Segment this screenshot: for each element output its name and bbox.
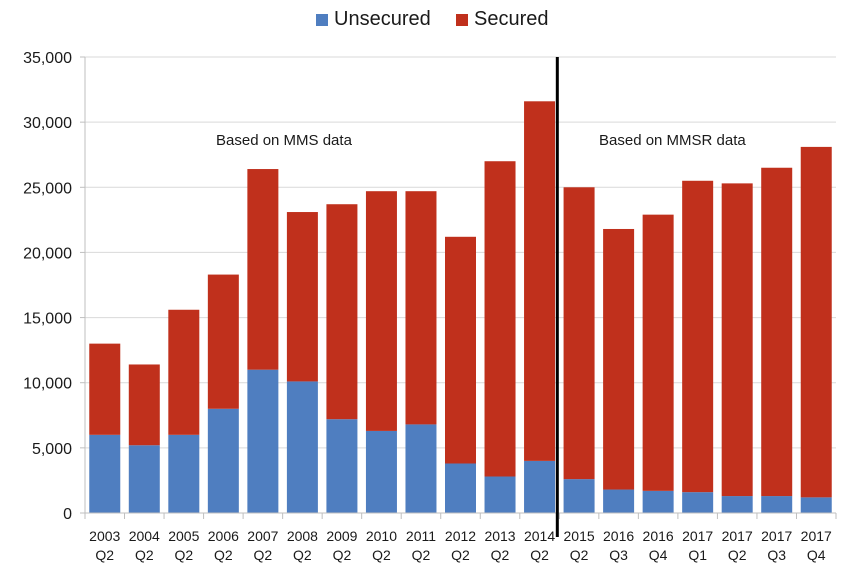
x-tick-label-year: 2016 [603, 528, 634, 544]
x-tick-label-quarter: Q2 [95, 547, 114, 563]
bar-segment-secured [721, 183, 753, 497]
bar-segment-unsecured [800, 497, 832, 513]
y-tick-label: 25,000 [23, 180, 72, 197]
x-tick-label-year: 2016 [643, 528, 674, 544]
bar-segment-secured [405, 191, 437, 425]
x-tick-label-year: 2011 [406, 528, 436, 544]
bar-segment-unsecured [761, 496, 793, 513]
bar-segment-secured [445, 236, 476, 464]
x-tick-label-year: 2006 [208, 528, 239, 544]
bars [89, 101, 832, 513]
bar-segment-unsecured [721, 496, 753, 513]
bar-segment-unsecured [89, 434, 121, 513]
bar-segment-secured [682, 180, 714, 493]
bar-segment-unsecured [286, 381, 318, 513]
bar-segment-secured [168, 309, 200, 435]
bar-segment-unsecured [445, 463, 476, 513]
x-tick-label-year: 2017 [682, 528, 713, 544]
bar-segment-unsecured [484, 476, 516, 513]
y-tick-label: 10,000 [23, 376, 72, 393]
x-tick-label-year: 2012 [445, 528, 476, 544]
bar-segment-secured [286, 212, 318, 382]
x-tick-label-year: 2007 [247, 528, 278, 544]
legend-item-secured: Secured [456, 8, 549, 31]
bar-segment-secured [563, 187, 595, 480]
bar-segment-secured [128, 364, 160, 446]
x-tick-label-year: 2017 [722, 528, 753, 544]
legend-item-unsecured: Unsecured [316, 8, 431, 31]
x-tick-label-quarter: Q2 [214, 547, 233, 563]
bar-segment-unsecured [603, 489, 635, 513]
x-tick-label-quarter: Q2 [728, 547, 747, 563]
bar-segment-unsecured [365, 430, 397, 513]
annotation-mms: Based on MMS data [216, 132, 353, 149]
x-tick-label-year: 2015 [564, 528, 595, 544]
x-tick-label-quarter: Q2 [451, 547, 470, 563]
y-tick-label: 20,000 [23, 245, 72, 262]
bar-segment-unsecured [405, 424, 437, 513]
x-tick-label-year: 2017 [761, 528, 792, 544]
y-tick-label: 0 [63, 506, 72, 523]
bar-segment-unsecured [168, 434, 200, 513]
x-tick-label-quarter: Q4 [649, 547, 668, 563]
x-tick-labels: 2003 Q2 2004 Q2 2005 Q2 2006 Q2 2007 Q2 2008 Q2 2009… [89, 528, 832, 563]
x-tick-label-quarter: Q2 [570, 547, 589, 563]
bar-segment-secured [603, 228, 635, 490]
y-tick-label: 5,000 [32, 441, 72, 458]
y-tick-label: 30,000 [23, 115, 72, 132]
x-tick-label-quarter: Q2 [491, 547, 510, 563]
y-tick-label: 35,000 [23, 50, 72, 67]
x-tick-label-quarter: Q4 [807, 547, 826, 563]
bar-segment-secured [642, 214, 674, 491]
x-tick-label-year: 2005 [168, 528, 199, 544]
x-tick-label-quarter: Q2 [530, 547, 549, 563]
bar-segment-unsecured [128, 445, 160, 513]
x-tick-label-quarter: Q2 [412, 547, 431, 563]
bar-segment-secured [484, 161, 516, 477]
x-tick-label-quarter: Q1 [688, 547, 707, 563]
bar-segment-secured [326, 204, 358, 420]
y-tick-label: 15,000 [23, 311, 72, 328]
x-tick-label-quarter: Q2 [293, 547, 312, 563]
bar-segment-secured [800, 146, 832, 498]
bar-segment-unsecured [247, 369, 279, 513]
x-tick-label-year: 2010 [366, 528, 397, 544]
axes [80, 56, 837, 519]
bar-segment-unsecured [524, 460, 556, 513]
bar-segment-unsecured [642, 490, 674, 513]
x-tick-label-quarter: Q2 [372, 547, 391, 563]
bar-segment-unsecured [207, 408, 239, 513]
legend-label-secured: Secured [474, 8, 549, 30]
bar-segment-secured [365, 191, 397, 431]
bar-segment-secured [247, 169, 279, 370]
annotation-mmsr: Based on MMSR data [599, 132, 746, 149]
legend-swatch-secured [456, 13, 468, 26]
x-tick-label-quarter: Q2 [135, 547, 154, 563]
x-tick-label-quarter: Q2 [333, 547, 352, 563]
x-tick-label-quarter: Q2 [254, 547, 273, 563]
x-tick-label-year: 2013 [484, 528, 515, 544]
bar-segment-unsecured [326, 419, 358, 513]
x-tick-label-year: 2014 [524, 528, 555, 544]
bar-segment-secured [761, 167, 793, 497]
x-tick-label-year: 2009 [326, 528, 357, 544]
x-tick-label-quarter: Q3 [609, 547, 628, 563]
y-tick-labels: 0 5,000 10,000 15,000 20,000 25,000 30,000 35,0… [23, 50, 72, 523]
bar-segment-secured [207, 274, 239, 409]
bar-segment-secured [524, 101, 556, 461]
x-tick-label-year: 2017 [801, 528, 832, 544]
x-tick-label-year: 2003 [89, 528, 120, 544]
bar-segment-secured [89, 343, 121, 435]
bar-segment-unsecured [682, 492, 714, 513]
legend-swatch-unsecured [316, 13, 328, 26]
legend-label-unsecured: Unsecured [334, 8, 431, 30]
x-tick-label-quarter: Q2 [174, 547, 193, 563]
x-tick-label-quarter: Q3 [767, 547, 786, 563]
x-tick-label-year: 2008 [287, 528, 318, 544]
x-tick-label-year: 2004 [129, 528, 160, 544]
bar-segment-unsecured [563, 479, 595, 513]
